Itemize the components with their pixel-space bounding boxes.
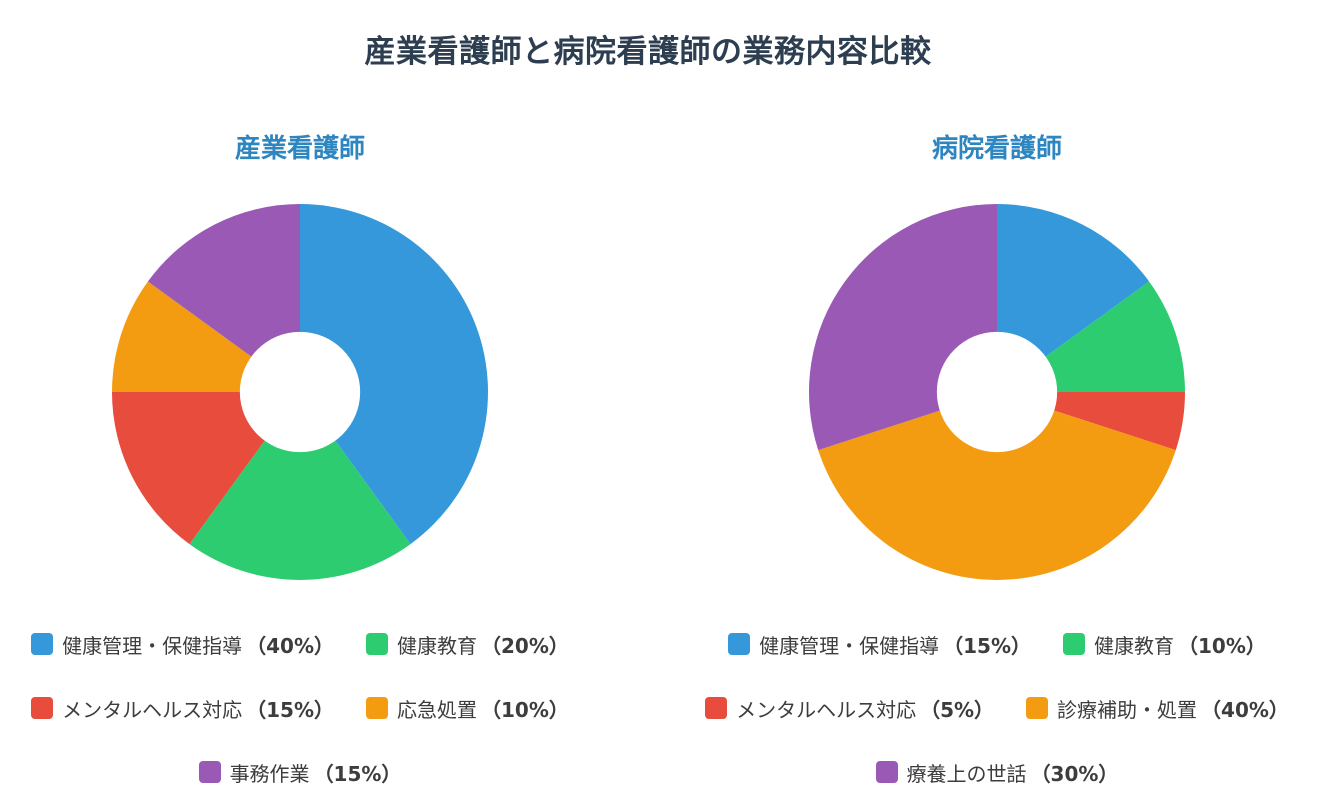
legend-swatch [1063, 633, 1085, 655]
legend-percent: （20%） [481, 633, 569, 658]
legend-item[interactable]: 療養上の世話 （30%） [875, 758, 1119, 787]
page-title: 産業看護師と病院看護師の業務内容比較 [364, 34, 932, 70]
legend-percent: （5%） [920, 697, 995, 722]
legend-item[interactable]: 事務作業 （15%） [198, 758, 402, 787]
legend-percent: （15%） [313, 761, 402, 786]
legend-percent: （40%） [1201, 697, 1289, 722]
legend-item[interactable]: 健康管理・保健指導 （15%） [728, 630, 1031, 659]
legend-row: 事務作業 （15%） [0, 740, 600, 804]
legend-label: メンタルヘルス対応 [736, 697, 917, 722]
pie-slice-5 [147, 204, 300, 392]
legend: 健康管理・保健指導 （15%） 健康教育 （10%） メンタルヘルス対応 （5%） 診療補助… [697, 612, 1297, 804]
legend-label: 事務作業 [229, 761, 310, 786]
legend-row: 健康管理・保健指導 （40%） 健康教育 （20%） [0, 612, 600, 676]
legend-item[interactable]: メンタルヘルス対応 （5%） [705, 694, 994, 723]
legend: 健康管理・保健指導 （40%） 健康教育 （20%） メンタルヘルス対応 （15%） 応急処… [0, 612, 600, 804]
industrial-nurse-chart: 産業看護師 健康管理・保健指導 （40%） 健康教育 （20%） メンタルヘルス対応 （1… [0, 0, 660, 786]
legend-label: メンタルヘルス対応 [62, 697, 243, 722]
legend-swatch [875, 761, 898, 783]
pie-slice-4 [818, 392, 1176, 580]
legend-percent: （30%） [1030, 761, 1119, 786]
legend-label: 健康管理・保健指導 [759, 633, 940, 658]
legend-item[interactable]: 健康教育 （10%） [1063, 630, 1266, 659]
legend-swatch [1026, 697, 1049, 719]
legend-label: 応急処置 [397, 697, 477, 722]
legend-swatch [728, 633, 751, 655]
legend-swatch [366, 633, 388, 655]
legend-label: 健康教育 [1094, 633, 1174, 658]
legend-row: 療養上の世話 （30%） [697, 740, 1297, 804]
pie-slice-2 [189, 392, 411, 580]
legend-item[interactable]: メンタルヘルス対応 （15%） [31, 694, 334, 723]
legend-swatch [31, 633, 54, 655]
legend-swatch [366, 697, 388, 719]
legend-row: 健康管理・保健指導 （15%） 健康教育 （10%） [697, 612, 1297, 676]
legend-swatch [705, 697, 728, 719]
legend-label: 健康教育 [397, 633, 477, 658]
pie-slice-3 [112, 392, 300, 545]
legend-item[interactable]: 診療補助・処置 （40%） [1026, 694, 1289, 723]
legend-percent: （40%） [246, 633, 334, 658]
donut-hole [936, 331, 1058, 453]
chart-title: 病院看護師 [931, 134, 1062, 164]
legend-item[interactable]: 健康管理・保健指導 （40%） [31, 630, 334, 659]
pie-slice-1 [997, 204, 1150, 392]
legend-item[interactable]: 健康教育 （20%） [366, 630, 569, 659]
legend-row: メンタルヘルス対応 （15%） 応急処置 （10%） [0, 676, 600, 740]
chart-title: 産業看護師 [234, 134, 365, 164]
legend-row: メンタルヘルス対応 （5%） 診療補助・処置 （40%） [697, 676, 1297, 740]
legend-item[interactable]: 応急処置 （10%） [366, 694, 569, 723]
legend-percent: （10%） [481, 697, 569, 722]
pie-slice-1 [300, 204, 488, 545]
donut-hole [239, 331, 361, 453]
legend-percent: （15%） [943, 633, 1031, 658]
legend-percent: （10%） [1178, 633, 1266, 658]
legend-label: 診療補助・処置 [1057, 697, 1198, 722]
legend-swatch [198, 761, 221, 783]
hospital-nurse-chart: 病院看護師 健康管理・保健指導 （15%） 健康教育 （10%） メンタルヘルス対応 （5… [660, 0, 1320, 786]
legend-percent: （15%） [246, 697, 334, 722]
legend-swatch [31, 697, 54, 719]
legend-label: 療養上の世話 [906, 761, 1027, 786]
donut-chart [809, 204, 1185, 580]
legend-label: 健康管理・保健指導 [62, 633, 243, 658]
donut-chart [112, 204, 488, 580]
